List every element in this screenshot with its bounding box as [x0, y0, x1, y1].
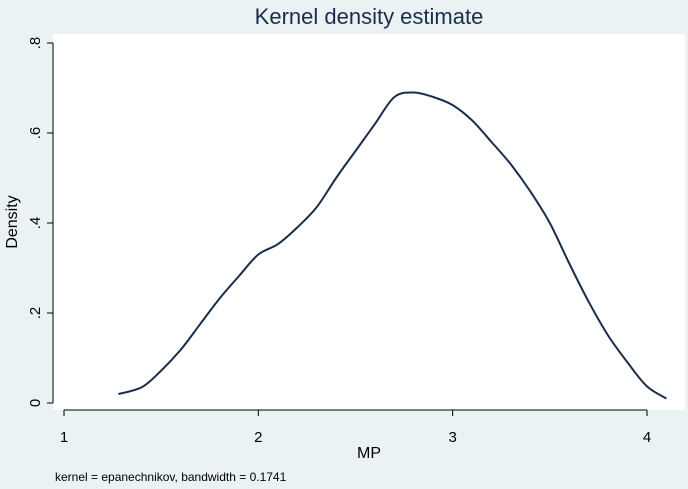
y-tick-label: .8 — [27, 37, 44, 50]
chart-title: Kernel density estimate — [255, 4, 484, 29]
y-axis-title: Density — [4, 195, 21, 248]
x-tick-label: 1 — [60, 429, 68, 446]
kernel-note: kernel = epanechnikov, bandwidth = 0.174… — [55, 470, 287, 484]
y-axis: 0 .2 .4 .6 .8 — [27, 37, 54, 407]
x-tick-label: 2 — [254, 429, 262, 446]
x-tick-label: 4 — [643, 429, 651, 446]
plot-area — [53, 34, 685, 410]
y-tick-label: .4 — [27, 217, 44, 230]
x-axis-title: MP — [357, 445, 381, 462]
y-tick-label: .6 — [27, 127, 44, 140]
x-tick-label: 3 — [448, 429, 456, 446]
y-tick-label: 0 — [27, 399, 44, 407]
x-axis: 1 2 3 4 — [60, 409, 651, 446]
density-curve — [118, 91, 667, 400]
y-tick-label: .2 — [27, 307, 44, 320]
